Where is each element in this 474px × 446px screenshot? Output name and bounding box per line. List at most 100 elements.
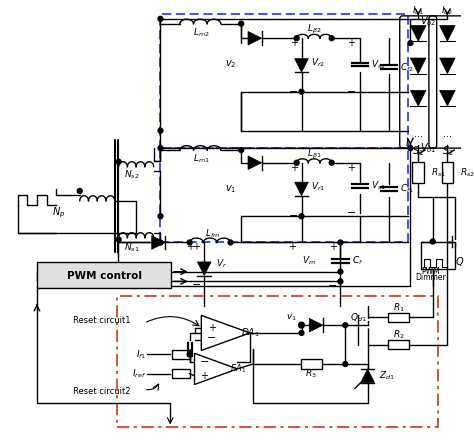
Text: $R_{s1}$: $R_{s1}$ — [431, 166, 446, 179]
Text: +: + — [290, 163, 298, 173]
Circle shape — [338, 269, 343, 274]
Text: $L_{β2}$: $L_{β2}$ — [307, 23, 321, 36]
Text: ...: ... — [414, 128, 423, 139]
Bar — [388, 313, 410, 322]
Circle shape — [338, 279, 343, 284]
Circle shape — [329, 36, 334, 41]
Bar — [172, 369, 190, 378]
Circle shape — [343, 362, 348, 367]
Polygon shape — [152, 235, 165, 249]
Text: $V_m$: $V_m$ — [302, 255, 316, 267]
Circle shape — [158, 17, 163, 21]
Circle shape — [187, 240, 192, 245]
Text: $Q$: $Q$ — [455, 256, 465, 268]
Text: Dimmer: Dimmer — [416, 273, 446, 282]
Text: $C_f$: $C_f$ — [352, 255, 364, 267]
Circle shape — [294, 160, 299, 165]
Text: +: + — [186, 242, 194, 252]
Text: −: − — [328, 281, 337, 291]
Text: $V_{s1}$: $V_{s1}$ — [371, 180, 385, 192]
Bar — [388, 340, 410, 350]
Text: Reset circuit1: Reset circuit1 — [73, 316, 131, 325]
Circle shape — [77, 189, 82, 194]
Text: $C_{f2}$: $C_{f2}$ — [400, 61, 414, 74]
Bar — [301, 359, 322, 369]
Circle shape — [239, 21, 244, 26]
Text: $v_1$: $v_1$ — [225, 183, 236, 195]
Text: $I_o$: $I_o$ — [405, 138, 413, 150]
Text: $EA_1$: $EA_1$ — [229, 363, 246, 375]
Polygon shape — [439, 25, 455, 41]
Circle shape — [408, 146, 413, 151]
Text: $I_{o2}$: $I_{o2}$ — [441, 5, 453, 17]
Text: PWM control: PWM control — [66, 271, 142, 281]
Circle shape — [158, 240, 163, 245]
Bar — [172, 350, 190, 359]
Text: $R_3$: $R_3$ — [305, 368, 317, 380]
Polygon shape — [194, 353, 237, 384]
Text: $R_1$: $R_1$ — [393, 301, 405, 314]
Text: −: − — [346, 208, 356, 218]
Text: $L_{fm}$: $L_{fm}$ — [204, 227, 219, 240]
Circle shape — [299, 330, 304, 335]
Polygon shape — [439, 58, 455, 74]
Text: $V_{s2}$: $V_{s2}$ — [371, 58, 385, 71]
Text: $v_1$: $v_1$ — [286, 312, 297, 322]
Text: +: + — [328, 242, 337, 252]
Circle shape — [299, 322, 304, 328]
Text: +: + — [200, 371, 208, 381]
Text: $v_2$: $v_2$ — [225, 58, 236, 70]
Text: +: + — [288, 242, 296, 252]
Text: $L_{m1}$: $L_{m1}$ — [193, 153, 210, 165]
Text: $DA_1$: $DA_1$ — [241, 326, 260, 339]
Text: $R_{s2}$: $R_{s2}$ — [460, 166, 474, 179]
Circle shape — [239, 148, 244, 153]
Bar — [442, 162, 453, 183]
Text: −: − — [200, 357, 209, 367]
Text: +: + — [208, 323, 216, 333]
Circle shape — [408, 41, 413, 45]
Text: $N_{s2}$: $N_{s2}$ — [125, 168, 140, 181]
Text: $S_1$: $S_1$ — [412, 144, 424, 158]
Circle shape — [299, 214, 304, 219]
Text: $V_{r1}$: $V_{r1}$ — [311, 181, 326, 193]
Text: −: − — [289, 87, 299, 97]
Polygon shape — [439, 91, 455, 106]
Text: $I_{o1}$: $I_{o1}$ — [412, 5, 424, 17]
Text: $N_{s1}$: $N_{s1}$ — [125, 241, 140, 254]
Polygon shape — [295, 182, 308, 196]
Text: −: − — [346, 87, 356, 97]
Text: +: + — [290, 38, 298, 48]
Text: $I_{ref}$: $I_{ref}$ — [132, 368, 146, 380]
Text: −: − — [207, 333, 217, 343]
Circle shape — [343, 323, 348, 327]
Circle shape — [338, 240, 343, 245]
Circle shape — [299, 89, 304, 94]
Text: $L_{β1}$: $L_{β1}$ — [307, 148, 321, 161]
Polygon shape — [410, 91, 426, 106]
Circle shape — [228, 240, 233, 245]
Text: $V_{o1}$: $V_{o1}$ — [420, 141, 437, 155]
Text: PWM: PWM — [421, 267, 440, 276]
Circle shape — [430, 239, 435, 244]
Polygon shape — [295, 59, 308, 72]
Bar — [161, 14, 409, 148]
Text: −: − — [192, 280, 201, 290]
Bar — [37, 262, 171, 288]
Text: $V_{o2}$: $V_{o2}$ — [420, 14, 437, 28]
Bar — [421, 241, 455, 269]
Circle shape — [158, 128, 163, 133]
Polygon shape — [410, 58, 426, 74]
Circle shape — [158, 146, 163, 151]
Text: $R_2$: $R_2$ — [393, 329, 405, 341]
Polygon shape — [248, 156, 262, 169]
Text: +: + — [347, 38, 355, 48]
Circle shape — [294, 36, 299, 41]
Text: −: − — [289, 211, 299, 221]
Text: $V_{r2}$: $V_{r2}$ — [311, 56, 325, 69]
Circle shape — [116, 159, 121, 164]
Text: $Q_{d1}$: $Q_{d1}$ — [350, 311, 366, 324]
Polygon shape — [198, 262, 211, 276]
Circle shape — [329, 160, 334, 165]
Circle shape — [116, 237, 121, 242]
